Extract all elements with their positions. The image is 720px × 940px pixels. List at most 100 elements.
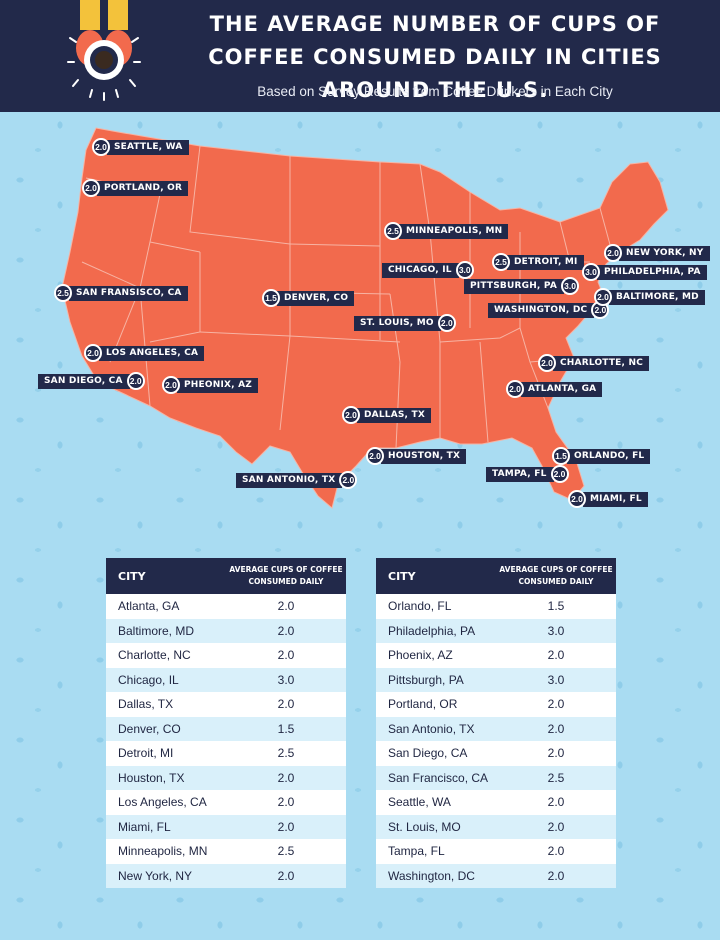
table-row: Atlanta, GA 2.0 — [106, 594, 346, 619]
cell-cups: 2.0 — [496, 692, 616, 717]
pin-label: San Fransisco, CA — [69, 285, 188, 301]
table-row: Charlotte, NC 2.0 — [106, 643, 346, 668]
cell-city: Charlotte, NC — [106, 643, 226, 668]
table-row: Los Angeles, CA 2.0 — [106, 790, 346, 815]
cell-city: Dallas, TX — [106, 692, 226, 717]
pin-label: Dallas, TX — [357, 407, 431, 423]
pin-label: Los Angeles, CA — [99, 345, 205, 361]
pin-value-badge: 2.0 — [550, 465, 569, 483]
pin-baltimore: 2.0 Baltimore, MD — [594, 288, 705, 306]
cell-cups: 2.0 — [496, 814, 616, 839]
pin-dallas: 2.0 Dallas, TX — [342, 406, 431, 424]
table-row: Orlando, FL 1.5 — [376, 594, 616, 619]
cell-cups: 3.0 — [496, 667, 616, 692]
pin-pheonix: 2.0 Pheonix, AZ — [162, 376, 258, 394]
pin-value-badge: 3.0 — [561, 277, 580, 295]
pin-label: Houston, TX — [381, 448, 467, 464]
coffee-cup-hands-icon — [67, 0, 141, 101]
cell-city: Atlanta, GA — [106, 594, 226, 619]
pin-value-badge: 2.0 — [82, 179, 100, 197]
cell-cups: 2.5 — [226, 839, 346, 864]
cell-city: San Francisco, CA — [376, 765, 496, 790]
table-row: Houston, TX 2.0 — [106, 765, 346, 790]
cell-cups: 2.5 — [226, 741, 346, 766]
pin-value-badge: 2.0 — [538, 354, 556, 372]
page-subtitle: Based on Survey Results from Coffee Drin… — [257, 84, 613, 99]
pin-charlotte: 2.0 Charlotte, NC — [538, 354, 650, 372]
table-row: San Diego, CA 2.0 — [376, 741, 616, 766]
cell-cups: 2.0 — [226, 863, 346, 888]
table-row: Denver, CO 1.5 — [106, 716, 346, 741]
pin-atlanta: 2.0 Atlanta, GA — [506, 380, 603, 398]
cell-city: Washington, DC — [376, 863, 496, 888]
pin-value-badge: 3.0 — [582, 263, 600, 281]
pin-value-badge: 2.0 — [126, 372, 145, 390]
column-header-city: City — [106, 558, 226, 594]
cell-city: Seattle, WA — [376, 790, 496, 815]
pin-label: Atlanta, GA — [521, 381, 603, 397]
pin-denver: 1.5 Denver, CO — [262, 289, 355, 307]
pin-value-badge: 2.0 — [342, 406, 360, 424]
cell-city: Los Angeles, CA — [106, 790, 226, 815]
pin-value-badge: 1.5 — [552, 447, 570, 465]
pin-value-badge: 3.0 — [455, 261, 474, 279]
pin-orlando: 1.5 Orlando, FL — [552, 447, 651, 465]
cell-city: Chicago, IL — [106, 667, 226, 692]
pin-label: Seattle, WA — [107, 139, 189, 155]
cell-cups: 1.5 — [496, 594, 616, 619]
column-header-cups: Average Cups of Coffee Consumed Daily — [496, 558, 616, 594]
pin-value-badge: 2.0 — [594, 288, 612, 306]
cell-cups: 2.0 — [496, 741, 616, 766]
pin-label: San Antonio, TX — [236, 472, 343, 488]
column-header-city: City — [376, 558, 496, 594]
page-title: The Average Number of Cups of Coffee Con… — [208, 12, 662, 102]
table-row: San Antonio, TX 2.0 — [376, 716, 616, 741]
cups-table-left: City Average Cups of Coffee Consumed Dai… — [106, 558, 346, 888]
table-row: New York, NY 2.0 — [106, 863, 346, 888]
pin-san-fransisco: 2.5 San Fransisco, CA — [54, 284, 188, 302]
pin-washington-dc: Washington, DC 2.0 — [488, 301, 610, 319]
pin-value-badge: 2.0 — [437, 314, 456, 332]
table-row: Pittsburgh, PA 3.0 — [376, 667, 616, 692]
header-banner: The Average Number of Cups of Coffee Con… — [0, 0, 720, 112]
table-row: Washington, DC 2.0 — [376, 863, 616, 888]
pin-label: San Diego, CA — [38, 373, 130, 389]
pin-detroit: 2.5 Detroit, MI — [492, 253, 584, 271]
column-header-cups: Average Cups of Coffee Consumed Daily — [226, 558, 346, 594]
table-body: Atlanta, GA 2.0 Baltimore, MD 2.0 Charlotte,… — [106, 594, 346, 888]
table-header-row: City Average Cups of Coffee Consumed Dai… — [106, 558, 346, 594]
cell-cups: 2.0 — [226, 790, 346, 815]
cell-cups: 2.0 — [226, 692, 346, 717]
pin-tampa: Tampa, FL 2.0 — [486, 465, 569, 483]
cell-city: Baltimore, MD — [106, 618, 226, 643]
cell-cups: 1.5 — [226, 716, 346, 741]
cell-cups: 2.5 — [496, 765, 616, 790]
cell-city: Phoenix, AZ — [376, 643, 496, 668]
pin-value-badge: 2.0 — [84, 344, 102, 362]
cell-cups: 2.0 — [226, 643, 346, 668]
pin-label: Baltimore, MD — [609, 289, 705, 305]
table-header-row: City Average Cups of Coffee Consumed Dai… — [376, 558, 616, 594]
cell-cups: 2.0 — [226, 594, 346, 619]
table-row: Phoenix, AZ 2.0 — [376, 643, 616, 668]
pin-value-badge: 2.0 — [92, 138, 110, 156]
cell-cups: 2.0 — [496, 643, 616, 668]
pin-value-badge: 2.0 — [366, 447, 384, 465]
cell-city: Detroit, MI — [106, 741, 226, 766]
table-row: Minneapolis, MN 2.5 — [106, 839, 346, 864]
pin-label: Pheonix, AZ — [177, 377, 258, 393]
cell-cups: 2.0 — [496, 839, 616, 864]
pin-label: Detroit, MI — [507, 254, 584, 270]
table-row: St. Louis, MO 2.0 — [376, 814, 616, 839]
pin-label: New York, NY — [619, 245, 710, 261]
pin-minneapolis: 2.5 Minneapolis, MN — [384, 222, 509, 240]
pin-label: Washington, DC — [488, 302, 595, 318]
cell-city: San Antonio, TX — [376, 716, 496, 741]
cell-city: Philadelphia, PA — [376, 618, 496, 643]
cell-city: Minneapolis, MN — [106, 839, 226, 864]
pin-san-antonio: San Antonio, TX 2.0 — [236, 471, 358, 489]
pin-label: St. Louis, MO — [354, 315, 441, 331]
pin-label: Philadelphia, PA — [597, 264, 707, 280]
cell-city: Miami, FL — [106, 814, 226, 839]
table-row: Miami, FL 2.0 — [106, 814, 346, 839]
